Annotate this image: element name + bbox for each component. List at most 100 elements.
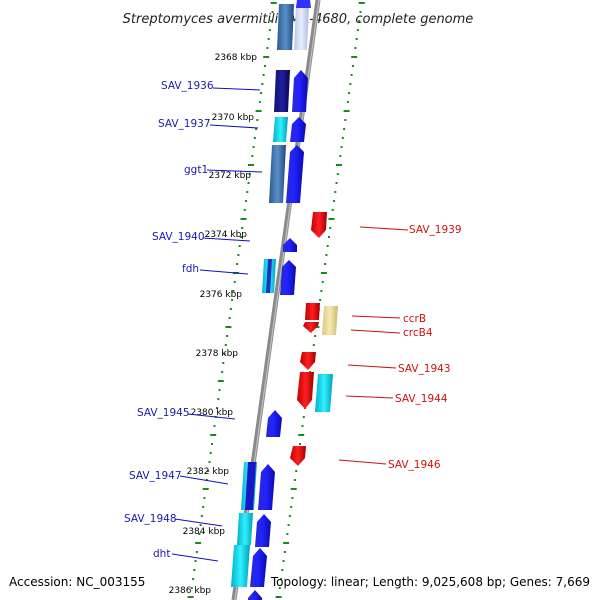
scale-dot (301, 425, 304, 427)
gene-label-sav-1936[interactable]: SAV_1936 (161, 80, 214, 92)
gene-label-dht[interactable]: dht (153, 548, 170, 560)
scale-dot (331, 209, 334, 211)
scale-dot (291, 497, 294, 499)
gene-arrow[interactable] (286, 145, 304, 203)
scale-dot (287, 524, 290, 526)
scale-dot (336, 164, 342, 166)
scale-dot (290, 506, 293, 508)
gene-arrow-sav-1937[interactable] (273, 117, 288, 142)
scale-dot (355, 38, 358, 40)
leader-line (345, 395, 394, 399)
scale-dot (278, 587, 281, 589)
gene-arrow[interactable] (296, 0, 311, 8)
topology-label: Topology: linear; Length: 9,025,608 bp; … (270, 575, 590, 589)
gene-arrow[interactable] (255, 514, 271, 547)
gene-arrow-sav-1943[interactable] (300, 352, 316, 370)
gene-label-sav-1939[interactable]: SAV_1939 (409, 224, 462, 236)
scale-dot (237, 254, 240, 256)
gene-arrow-ccrb[interactable] (305, 303, 320, 320)
gene-arrow-dht[interactable] (231, 545, 250, 587)
scale-dot (210, 434, 217, 436)
gene-label-sav-1948[interactable]: SAV_1948 (124, 513, 177, 525)
scale-dot (199, 524, 202, 526)
scale-dot (302, 416, 305, 418)
gene-arrow[interactable] (248, 590, 262, 600)
scale-dot (247, 182, 250, 184)
scale-dot (228, 317, 231, 319)
scale-dot (344, 119, 347, 121)
scale-dot (207, 470, 210, 472)
gene-label-sav-1944[interactable]: SAV_1944 (395, 393, 448, 405)
forward-gene-labels: SAV_1936 SAV_1937 ggt1 SAV_1940 fdh SAV_… (124, 80, 263, 562)
scale-dot (328, 218, 335, 220)
scale-dot (321, 281, 324, 283)
gene-arrow[interactable] (258, 464, 275, 510)
gene-label-fdh[interactable]: fdh (182, 263, 199, 275)
gene-arrow[interactable] (250, 548, 267, 587)
scale-dot (223, 353, 226, 355)
leader-line (187, 413, 236, 420)
gene-arrow-sav-1936[interactable] (274, 70, 290, 112)
kbp-label: 2386 kbp (169, 586, 212, 596)
scale-dot (248, 173, 251, 175)
scale-dot (263, 56, 270, 58)
scale-dot (266, 47, 269, 49)
gene-arrow-cyan[interactable] (315, 374, 333, 412)
leader-line (171, 553, 219, 562)
scale-dot (187, 596, 194, 598)
scale-dot (358, 20, 361, 22)
scale-dot (209, 452, 212, 454)
gene-arrow-sav-1940[interactable] (283, 238, 297, 252)
scale-dot (231, 299, 234, 301)
gene-label-ggt1[interactable]: ggt1 (184, 164, 208, 176)
scale-dot (241, 227, 244, 229)
scale-dot (339, 155, 342, 157)
gene-arrow-ggt1[interactable] (269, 145, 286, 203)
scale-dot (221, 371, 224, 373)
gene-label-sav-1946[interactable]: SAV_1946 (388, 459, 441, 471)
leader-line (174, 518, 223, 527)
scale-dot (202, 488, 209, 490)
gene-arrow[interactable] (290, 117, 306, 142)
gene-arrow[interactable] (294, 4, 309, 50)
gene-label-sav-1940[interactable]: SAV_1940 (152, 231, 205, 243)
leader-line (212, 87, 261, 91)
scale-dot (349, 83, 352, 85)
gene-arrow[interactable] (277, 4, 294, 50)
scale-dot (280, 578, 283, 580)
gene-arrow-crcb4[interactable] (322, 306, 338, 335)
gene-label-sav-1937[interactable]: SAV_1937 (158, 118, 211, 130)
leader-line (199, 269, 249, 275)
gene-label-ccrb[interactable]: ccrB (403, 313, 426, 325)
gene-arrow-sav-1948[interactable] (237, 513, 253, 545)
gene-arrow-sav-1945[interactable] (266, 410, 282, 437)
gene-arrow-sav-1939[interactable] (311, 212, 327, 238)
scale-dot (283, 551, 286, 553)
scale-dot (329, 227, 332, 229)
scale-dot (334, 191, 337, 193)
scale-dot (356, 29, 359, 31)
scale-dot (324, 263, 327, 265)
scale-dot (190, 587, 193, 589)
scale-dot (350, 74, 353, 76)
gene-label-sav-1943[interactable]: SAV_1943 (398, 363, 451, 375)
scale-dot (343, 110, 350, 112)
kbp-label: 2376 kbp (200, 290, 243, 300)
scale-dot (222, 362, 225, 364)
gene-arrow-sav-1946[interactable] (290, 446, 306, 466)
gene-label-sav-1947[interactable]: SAV_1947 (129, 470, 182, 482)
gene-arrow-sav-1944[interactable] (297, 372, 314, 409)
gene-arrow[interactable] (292, 70, 308, 112)
gene-arrow[interactable] (303, 322, 319, 333)
scale-dot (217, 398, 220, 400)
gene-label-sav-1945[interactable]: SAV_1945 (137, 407, 190, 419)
gene-label-crcb4[interactable]: crcB4 (403, 327, 433, 339)
kbp-label: 2368 kbp (215, 53, 258, 63)
scale-dot (248, 164, 254, 166)
scale-dot (240, 218, 247, 220)
scale-dot (246, 191, 249, 193)
gene-arrow[interactable] (280, 260, 296, 295)
scale-dot (232, 290, 235, 292)
kbp-label: 2382 kbp (187, 467, 230, 477)
